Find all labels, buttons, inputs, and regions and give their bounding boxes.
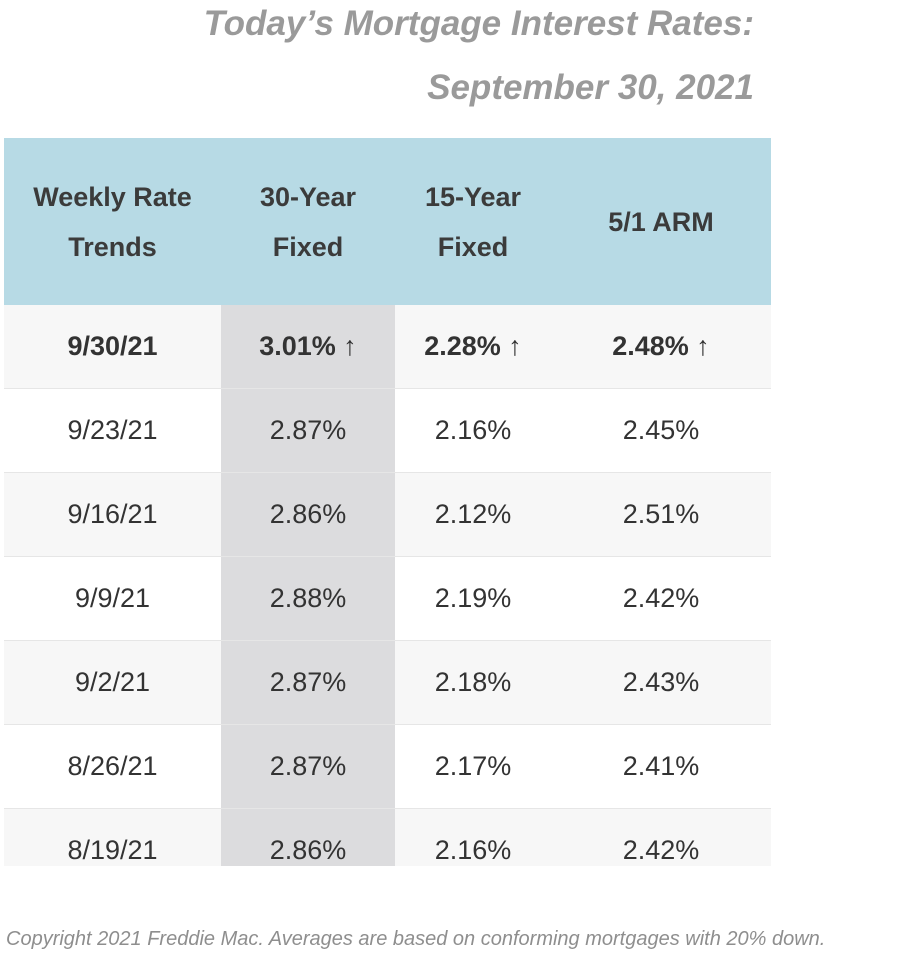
- header-5-1-arm: 5/1 ARM: [551, 138, 771, 305]
- cell-30-year-fixed: 2.87%: [221, 724, 395, 809]
- header-weekly-rate-line1: Weekly Rate: [33, 181, 192, 212]
- cell-5-1-arm: 2.42%: [551, 556, 771, 641]
- header-30-year-fixed: 30-Year Fixed: [221, 138, 395, 305]
- rate-value: 3.01%: [259, 331, 336, 361]
- cell-15-year-fixed: 2.18%: [395, 640, 551, 725]
- cell-15-year-fixed: 2.19%: [395, 556, 551, 641]
- header-15-year-fixed: 15-Year Fixed: [395, 138, 551, 305]
- cell-30-year-fixed: 2.88%: [221, 556, 395, 641]
- header-5-1-arm-label: 5/1 ARM: [608, 206, 714, 237]
- table-row: 9/9/21 2.88% 2.19% 2.42%: [4, 556, 771, 641]
- cell-30-year-fixed: 2.87%: [221, 388, 395, 473]
- rates-table-container: Weekly Rate Trends 30-Year Fixed 15-Year…: [4, 138, 771, 866]
- cell-15-year-fixed: 2.28% ↑: [395, 305, 551, 389]
- page-title: Today’s Mortgage Interest Rates:: [203, 4, 754, 43]
- table-row: 9/2/21 2.87% 2.18% 2.43%: [4, 640, 771, 725]
- cell-date: 8/19/21: [4, 808, 221, 866]
- rate-value: 2.48%: [612, 331, 689, 361]
- table-row: 8/26/21 2.87% 2.17% 2.41%: [4, 724, 771, 809]
- cell-date: 9/9/21: [4, 556, 221, 641]
- rate-value: 2.28%: [424, 331, 501, 361]
- table-row: 9/23/21 2.87% 2.16% 2.45%: [4, 388, 771, 473]
- cell-30-year-fixed: 2.86%: [221, 808, 395, 866]
- cell-5-1-arm: 2.41%: [551, 724, 771, 809]
- page-subtitle-date: September 30, 2021: [427, 68, 754, 107]
- cell-date: 9/16/21: [4, 472, 221, 557]
- header-15-year-line2: Fixed: [437, 231, 509, 262]
- cell-date: 9/23/21: [4, 388, 221, 473]
- header-weekly-rate-trends: Weekly Rate Trends: [4, 138, 221, 305]
- cell-5-1-arm: 2.48% ↑: [551, 305, 771, 389]
- up-arrow-icon: ↑: [343, 331, 357, 361]
- table-body: 9/30/21 3.01% ↑ 2.28% ↑ 2.48% ↑ 9/23/21 …: [4, 305, 771, 866]
- header-30-year-line2: Fixed: [272, 231, 344, 262]
- table-row: 9/16/21 2.86% 2.12% 2.51%: [4, 472, 771, 557]
- header-30-year-line1: 30-Year: [259, 181, 357, 212]
- cell-5-1-arm: 2.42%: [551, 808, 771, 866]
- up-arrow-icon: ↑: [508, 331, 522, 361]
- up-arrow-icon: ↑: [696, 331, 710, 361]
- cell-5-1-arm: 2.43%: [551, 640, 771, 725]
- cell-date: 9/2/21: [4, 640, 221, 725]
- cell-15-year-fixed: 2.12%: [395, 472, 551, 557]
- mortgage-rates-table: Weekly Rate Trends 30-Year Fixed 15-Year…: [4, 138, 771, 866]
- table-header: Weekly Rate Trends 30-Year Fixed 15-Year…: [4, 138, 771, 305]
- cell-5-1-arm: 2.51%: [551, 472, 771, 557]
- copyright-footnote: Copyright 2021 Freddie Mac. Averages are…: [6, 928, 826, 950]
- header-row: Weekly Rate Trends 30-Year Fixed 15-Year…: [4, 138, 771, 305]
- cell-30-year-fixed: 3.01% ↑: [221, 305, 395, 389]
- table-row: 8/19/21 2.86% 2.16% 2.42%: [4, 808, 771, 866]
- cell-15-year-fixed: 2.16%: [395, 808, 551, 866]
- table-row-latest: 9/30/21 3.01% ↑ 2.28% ↑ 2.48% ↑: [4, 305, 771, 389]
- cell-15-year-fixed: 2.16%: [395, 388, 551, 473]
- cell-date: 8/26/21: [4, 724, 221, 809]
- header-15-year-line1: 15-Year: [424, 181, 522, 212]
- header-weekly-rate-line2: Trends: [68, 231, 157, 262]
- cell-30-year-fixed: 2.86%: [221, 472, 395, 557]
- cell-5-1-arm: 2.45%: [551, 388, 771, 473]
- cell-15-year-fixed: 2.17%: [395, 724, 551, 809]
- cell-30-year-fixed: 2.87%: [221, 640, 395, 725]
- cell-date: 9/30/21: [4, 305, 221, 389]
